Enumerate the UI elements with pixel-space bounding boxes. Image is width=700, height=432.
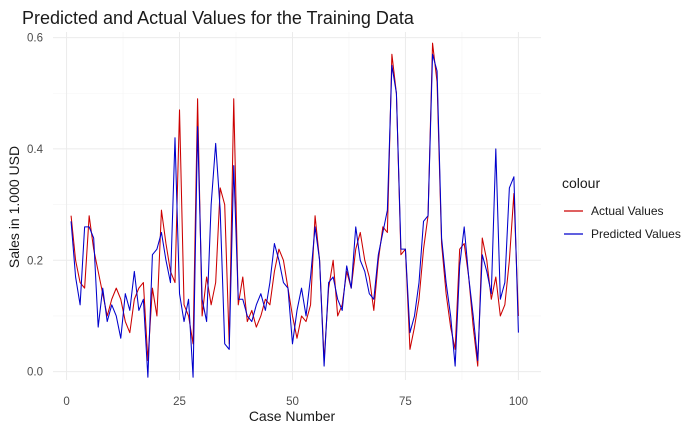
y-axis-title: Sales in 1.000 USD bbox=[6, 146, 22, 268]
legend-label: Actual Values bbox=[591, 204, 664, 218]
y-tick-label: 0.0 bbox=[27, 367, 43, 379]
y-axis-ticks: 0.0 0.2 0.4 0.6 bbox=[27, 33, 44, 379]
legend: colour Actual Values Predicted Values bbox=[562, 175, 681, 241]
x-axis-title: Case Number bbox=[249, 408, 336, 424]
y-tick-label: 0.6 bbox=[27, 33, 43, 45]
series-line-predicted-values bbox=[70, 53, 519, 378]
legend-title: colour bbox=[562, 175, 600, 191]
y-tick-label: 0.4 bbox=[27, 144, 44, 156]
legend-items: Actual Values Predicted Values bbox=[564, 204, 681, 241]
chart-title: Predicted and Actual Values for the Trai… bbox=[22, 8, 415, 28]
x-tick-label: 25 bbox=[173, 396, 186, 408]
y-tick-label: 0.2 bbox=[27, 255, 43, 267]
x-tick-label: 0 bbox=[63, 396, 69, 408]
x-tick-label: 75 bbox=[399, 396, 412, 408]
legend-label: Predicted Values bbox=[591, 227, 681, 241]
x-axis-ticks: 0 25 50 75 100 bbox=[63, 396, 528, 408]
x-tick-label: 50 bbox=[286, 396, 299, 408]
grid bbox=[53, 32, 541, 380]
x-tick-label: 100 bbox=[509, 396, 528, 408]
series-lines bbox=[70, 42, 519, 378]
